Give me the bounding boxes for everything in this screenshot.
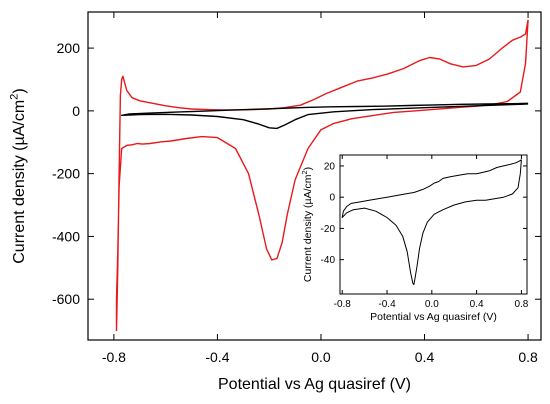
y-tick-label: -200	[52, 166, 80, 182]
y-axis-label: Current density (µA/cm2)	[9, 88, 28, 264]
y-tick-label: 20	[324, 161, 336, 172]
y-tick-label: -20	[321, 224, 336, 235]
x-tick-label: -0.8	[334, 299, 352, 310]
y-axis-label-tail: )	[11, 88, 28, 93]
x-tick-label: 0.4	[415, 349, 435, 365]
y-axis-label-sup: 2	[9, 94, 21, 100]
plot-frame	[339, 154, 528, 295]
series-line-1	[121, 102, 529, 130]
y-axis-label-main: Current density (µA/cm	[302, 174, 314, 282]
x-tick-label: -0.4	[205, 349, 229, 365]
y-tick-label: -400	[52, 228, 80, 244]
y-axis-label-main: Current density (µA/cm	[11, 100, 28, 264]
x-axis-label: Potential vs Ag quasiref (V)	[218, 376, 411, 393]
series-line-0	[115, 19, 529, 332]
x-tick-label: 0.8	[514, 299, 528, 310]
y-tick-label: -600	[52, 291, 80, 307]
x-tick-label: 0.4	[470, 299, 484, 310]
x-tick-label: -0.8	[102, 349, 126, 365]
y-axis-label: Current density (µA/cm2)	[300, 167, 314, 282]
y-tick-label: 0	[329, 193, 335, 204]
x-tick-label: 0.0	[311, 349, 331, 365]
inset-chart: -0.8 -0.4 0.0 0.4 0.8 20 0 -20 -40 Potential vs A…	[300, 154, 529, 323]
x-tick-label: 0.8	[518, 349, 538, 365]
series-line-0	[341, 159, 522, 286]
x-tick-label: 0.0	[425, 299, 439, 310]
y-tick-label: 200	[57, 40, 81, 56]
x-axis-label: Potential vs Ag quasiref (V)	[370, 311, 497, 323]
y-axis-label-tail: )	[302, 167, 314, 171]
y-tick-label: 0	[72, 103, 80, 119]
x-tick-label: -0.4	[378, 299, 396, 310]
y-tick-label: -40	[321, 255, 336, 266]
y-axis-label-sup: 2	[300, 170, 309, 174]
